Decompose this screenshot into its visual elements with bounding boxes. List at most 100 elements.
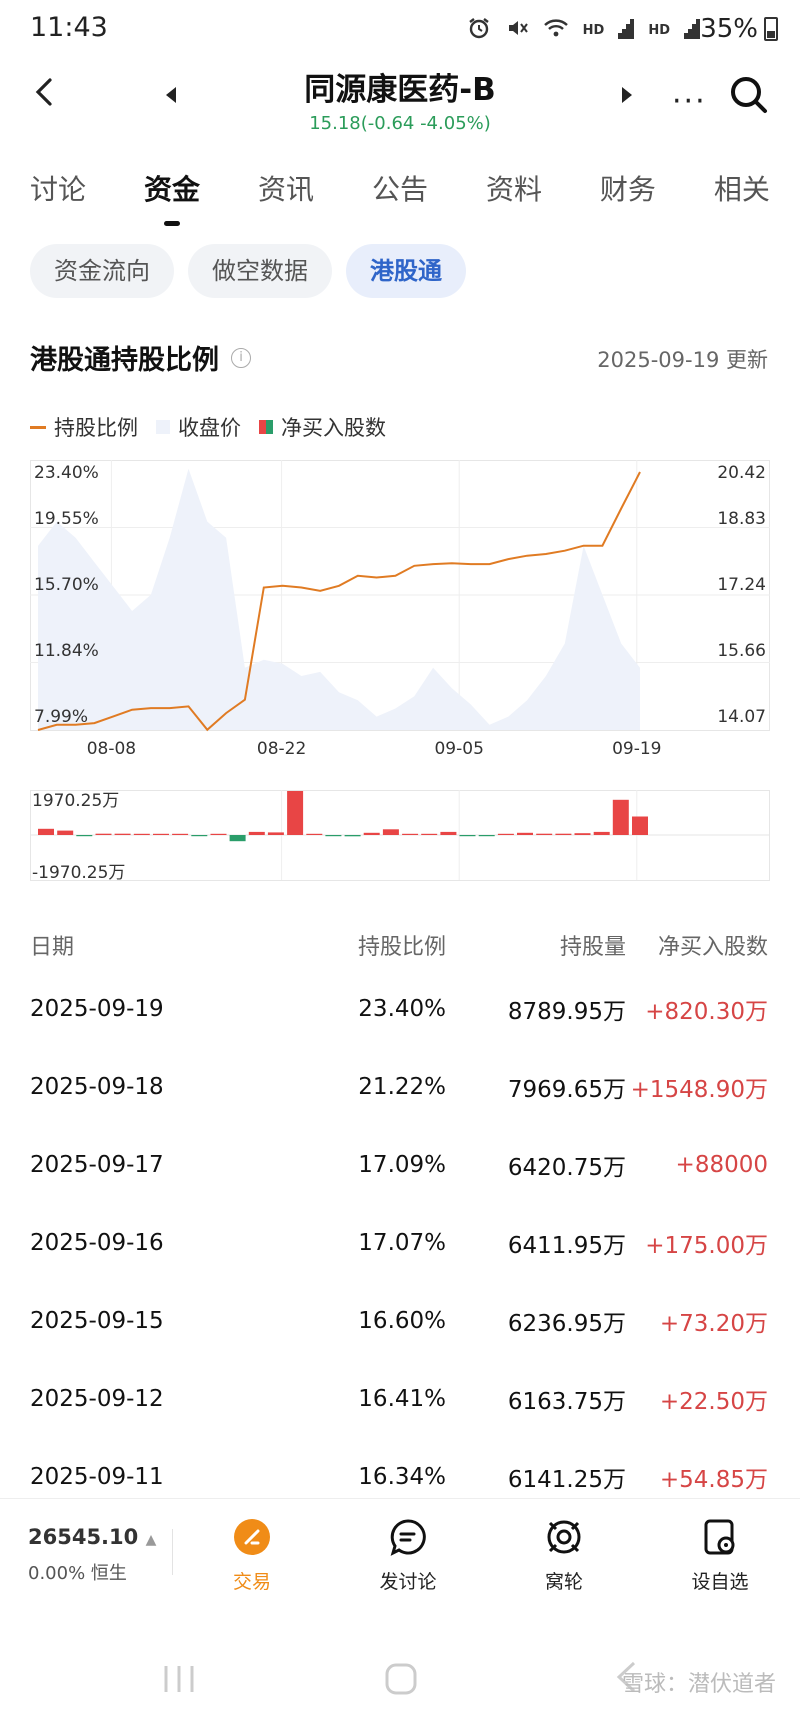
x-tick: 08-22 [257, 739, 306, 759]
nav-watchlist[interactable]: 设自选 [660, 1517, 780, 1594]
table-row[interactable]: 2025-09-19 23.40% 8789.95万 +820.30万 [30, 970, 768, 1048]
cell-net-buy: +54.85万 [659, 1467, 768, 1493]
wifi-icon [543, 17, 569, 43]
legend-ratio-label: 持股比例 [54, 416, 138, 440]
net-buy-bar [459, 835, 476, 837]
watermark-text: 雪球：潜伏道者 [621, 1672, 776, 1697]
close-price-area [38, 468, 640, 730]
x-tick: 08-08 [87, 739, 136, 759]
legend-bar-swatch [259, 420, 273, 434]
net-buy-bar [248, 831, 265, 835]
subtab-short-data[interactable]: 做空数据 [188, 244, 332, 298]
tab-related[interactable]: 相关 [713, 173, 770, 206]
holding-ratio-chart[interactable]: 23.40% 19.55% 15.70% 11.84% 7.99% 20.42 18.83 1… [30, 460, 770, 760]
table-header: 日期 持股比例 持股量 净买入股数 [30, 920, 768, 970]
subtab-fund-flow[interactable]: 资金流向 [30, 244, 174, 298]
index-value: 26545.10 ▲ [28, 1525, 157, 1549]
net-buy-bar [497, 833, 514, 835]
back-nav-icon[interactable] [614, 1660, 638, 1698]
nav-post-label: 发讨论 [379, 1571, 437, 1593]
net-buy-bar [632, 816, 648, 835]
info-icon[interactable]: i [231, 347, 251, 368]
table-row[interactable]: 2025-09-11 16.34% 6141.25万 +54.85万 [30, 1438, 768, 1516]
legend-line-swatch [30, 425, 46, 429]
tab-discussion[interactable]: 讨论 [30, 173, 87, 206]
stock-price-change: 15.18(-0.64 -4.05%) [309, 113, 491, 134]
net-buy-bar [363, 832, 380, 835]
net-buy-bar [210, 833, 227, 835]
y-left-tick: 7.99% [34, 707, 88, 727]
table-body: 2025-09-19 23.40% 8789.95万 +820.30万 2025-09-… [30, 970, 768, 1516]
more-options-icon[interactable]: ··· [672, 84, 707, 119]
cell-net-buy: +73.20万 [659, 1311, 768, 1337]
cell-net-buy: +820.30万 [645, 999, 768, 1025]
y-left-tick: 15.70% [34, 575, 99, 595]
legend-net[interactable]: 净买入股数 [259, 412, 386, 442]
legend-close[interactable]: 收盘价 [156, 412, 241, 442]
warrant-icon [504, 1517, 624, 1559]
tab-profile[interactable]: 资料 [485, 173, 542, 206]
tab-news[interactable]: 资讯 [257, 173, 314, 206]
cell-ratio: 17.07% [358, 1230, 446, 1256]
cell-date: 2025-09-16 [30, 1230, 164, 1256]
trade-icon [192, 1517, 312, 1559]
y-left-tick: 19.55% [34, 509, 99, 529]
header-net-buy[interactable]: 净买入股数 [657, 935, 768, 960]
legend-ratio[interactable]: 持股比例 [30, 412, 138, 442]
header-ratio[interactable]: 持股比例 [357, 935, 446, 960]
section-title-text: 港股通持股比例 [30, 345, 219, 376]
back-arrow-icon[interactable] [26, 72, 66, 112]
recent-apps-icon[interactable] [162, 1664, 196, 1698]
nav-trade-label: 交易 [232, 1571, 271, 1593]
stock-title: 同源康医药-B [304, 72, 496, 108]
index-ticker[interactable]: 26545.10 ▲ 0.00% 恒生 [28, 1525, 156, 1585]
holding-ratio-line [37, 471, 641, 732]
table-row[interactable]: 2025-09-18 21.22% 7969.65万 +1548.90万 [30, 1048, 768, 1126]
header-shares[interactable]: 持股量 [559, 935, 626, 960]
system-nav-bar: 雪球：潜伏道者 [0, 1640, 800, 1716]
nav-trade[interactable]: 交易 [192, 1517, 312, 1594]
search-icon[interactable] [728, 74, 770, 120]
cell-shares: 6163.75万 [507, 1389, 626, 1415]
table-row[interactable]: 2025-09-17 17.09% 6420.75万 +88000 [30, 1126, 768, 1204]
stock-header: 同源康医药-B 15.18(-0.64 -4.05%) ··· [0, 58, 800, 138]
cell-date: 2025-09-15 [30, 1308, 164, 1334]
net-buy-bar [133, 833, 150, 835]
index-change: 0.00% 恒生 [28, 1563, 127, 1584]
net-buy-bar-chart[interactable]: 1970.25万 -1970.25万 [30, 790, 770, 890]
add-watchlist-icon [660, 1517, 780, 1559]
table-row[interactable]: 2025-09-15 16.60% 6236.95万 +73.20万 [30, 1282, 768, 1360]
y-right-tick: 20.42 [717, 463, 766, 483]
y-left-tick: 11.84% [34, 641, 99, 661]
table-row[interactable]: 2025-09-12 16.41% 6163.75万 +22.50万 [30, 1360, 768, 1438]
cell-net-buy: +175.00万 [645, 1233, 768, 1259]
divider [172, 1529, 173, 1575]
previous-stock-icon[interactable] [164, 86, 178, 108]
mute-icon [505, 16, 529, 44]
cell-shares: 6411.95万 [507, 1233, 626, 1259]
section-title: 港股通持股比例 i [30, 338, 251, 377]
y-left-tick: 23.40% [34, 463, 99, 483]
net-buy-bar [172, 833, 189, 835]
subtab-hk-connect[interactable]: 港股通 [346, 244, 466, 298]
header-date[interactable]: 日期 [30, 935, 75, 960]
next-stock-icon[interactable] [620, 86, 634, 108]
bottom-bar: 26545.10 ▲ 0.00% 恒生 交易 发讨论 窝轮 设自选 [0, 1498, 800, 1608]
net-buy-bar [612, 799, 629, 835]
nav-warrants[interactable]: 窝轮 [504, 1517, 624, 1594]
signal-icon-5g [618, 19, 635, 41]
cell-shares: 6236.95万 [507, 1311, 626, 1337]
home-icon[interactable] [384, 1662, 418, 1700]
table-row[interactable]: 2025-09-16 17.07% 6411.95万 +175.00万 [30, 1204, 768, 1282]
up-triangle-icon: ▲ [145, 1532, 157, 1548]
nav-post[interactable]: 发讨论 [348, 1517, 468, 1594]
tab-announcements[interactable]: 公告 [371, 173, 428, 206]
cell-shares: 6141.25万 [507, 1467, 626, 1493]
net-buy-bar [440, 831, 457, 835]
battery-icon [764, 17, 778, 41]
title-block: 同源康医药-B 15.18(-0.64 -4.05%) [0, 64, 800, 134]
tab-financials[interactable]: 财务 [599, 173, 656, 206]
cell-net-buy: +88000 [675, 1152, 768, 1178]
net-buy-bar [287, 791, 304, 835]
tab-funds[interactable]: 资金 [144, 168, 200, 208]
